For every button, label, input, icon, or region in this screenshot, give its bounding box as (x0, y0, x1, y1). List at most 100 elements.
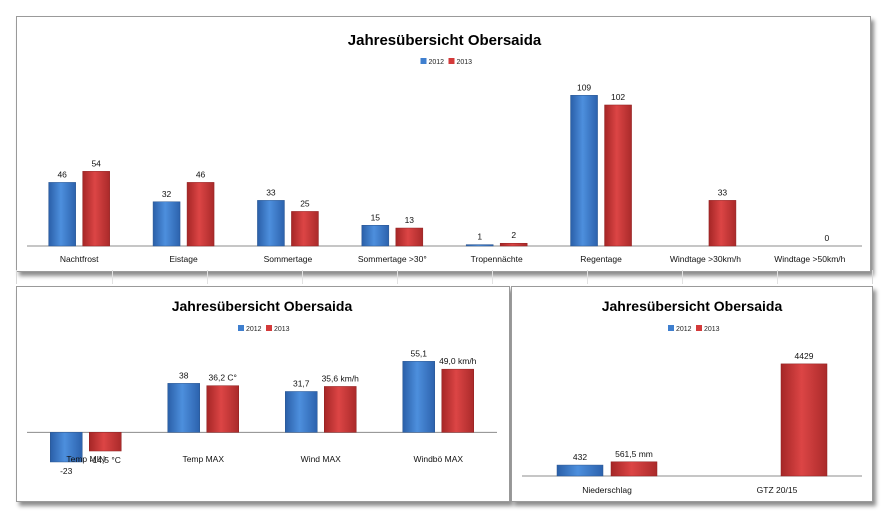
category-label: Windbö MAX (413, 454, 463, 464)
category-label: GTZ 20/15 (757, 485, 798, 495)
data-label: 102 (611, 92, 625, 102)
data-label: 561,5 mm (615, 449, 653, 459)
bar-2013 (604, 104, 632, 247)
grid-cell-line (302, 270, 303, 284)
bar-2012 (50, 432, 83, 463)
bar-2012 (152, 201, 181, 247)
chart-title: Jahresübersicht Obersaida (602, 298, 783, 314)
data-label: 38 (179, 370, 189, 380)
data-label: 46 (57, 169, 67, 179)
data-label: 1 (477, 232, 482, 242)
category-group: 0 Windtage >50km/h (774, 233, 845, 264)
data-label: 35,6 km/h (322, 373, 360, 383)
bar-2013 (780, 363, 828, 477)
category-label: Nachtfrost (60, 254, 99, 264)
data-label: 55,1 (410, 348, 427, 358)
category-label: Regentage (580, 254, 622, 264)
chart-temp-wind: Jahresübersicht Obersaida 2012 2013 -23 -14,… (27, 298, 497, 476)
data-label: 25 (300, 198, 310, 208)
worksheet-strip (16, 270, 873, 284)
data-label: 13 (405, 215, 415, 225)
bar-2012 (556, 464, 604, 477)
chart-panel-rain-gtz: Jahresübersicht Obersaida 2012 2013 432 561,… (511, 286, 873, 502)
data-label: 33 (718, 187, 728, 197)
legend-swatch-2012 (420, 58, 427, 64)
category-group: 33 25 Sommertage (257, 187, 319, 264)
legend-label-2013: 2013 (274, 326, 290, 333)
category-group: 432 561,5 mm Niederschlag (556, 449, 658, 495)
grid-cell-line (397, 270, 398, 284)
category-group: 38 36,2 C° Temp MAX (167, 370, 239, 464)
legend: 2012 2013 (420, 58, 473, 66)
grid-cell-line (112, 270, 113, 284)
data-label: 33 (266, 187, 276, 197)
bar-2013 (708, 200, 737, 247)
grid-cell-line (207, 270, 208, 284)
bar-2013 (89, 432, 122, 452)
legend-swatch-2012 (668, 325, 674, 331)
data-label: 49,0 km/h (439, 356, 477, 366)
grid-cell-line (587, 270, 588, 284)
bar-2013 (499, 242, 528, 247)
bar-2013 (206, 385, 239, 433)
data-label: 32 (162, 189, 172, 199)
chart-days: Jahresübersicht Obersaida 2012 2013 46 54 Nac… (27, 32, 862, 264)
category-label: Sommertage (264, 254, 313, 264)
category-label: Windtage >30km/h (670, 254, 741, 264)
bar-2012 (167, 383, 200, 433)
legend-label-2012: 2012 (246, 326, 262, 333)
bar-2013 (186, 182, 215, 247)
data-label: 31,7 (293, 378, 310, 388)
chart-title: Jahresübersicht Obersaida (348, 32, 542, 49)
legend-label-2012: 2012 (676, 326, 692, 333)
bar-2013 (441, 368, 474, 433)
category-group: 4429 GTZ 20/15 (757, 351, 828, 495)
legend: 2012 2013 (238, 325, 290, 333)
data-label: 46 (196, 169, 206, 179)
category-label: Eistage (169, 254, 198, 264)
bar-2012 (402, 361, 435, 433)
category-label: Sommertage >30° (358, 254, 427, 264)
bar-2012 (570, 95, 598, 247)
bar-2013 (291, 211, 319, 247)
category-group: 46 54 Nachtfrost (48, 158, 110, 264)
category-group: 15 13 Sommertage >30° (358, 212, 427, 264)
data-label: -23 (60, 466, 73, 476)
data-label: -14,5 °C (90, 455, 121, 465)
category-group: 33 Windtage >30km/h (670, 187, 741, 264)
grid-cell-line (777, 270, 778, 284)
data-label: 36,2 C° (209, 373, 237, 383)
category-group: 55,1 49,0 km/h Windbö MAX (402, 348, 477, 464)
data-label: 0 (824, 233, 829, 243)
chart-panel-temp-wind: Jahresübersicht Obersaida 2012 2013 -23 -14,… (16, 286, 510, 502)
data-label: 432 (573, 452, 587, 462)
data-label: 4429 (795, 351, 814, 361)
category-label: Temp MIN (66, 454, 105, 464)
legend: 2012 2013 (668, 325, 720, 333)
category-label: Windtage >50km/h (774, 254, 845, 264)
bar-2012 (361, 225, 390, 247)
category-group: 109 102 Regentage (570, 82, 632, 264)
grid-cell-line (492, 270, 493, 284)
grid-cell-line (682, 270, 683, 284)
legend-swatch-2013 (266, 325, 272, 331)
bar-2013 (395, 227, 424, 247)
chart-panel-days: Jahresübersicht Obersaida 2012 2013 46 54 Nac… (16, 16, 871, 272)
category-label: Temp MAX (182, 454, 224, 464)
data-label: 54 (91, 158, 101, 168)
bar-2013 (82, 171, 110, 247)
legend-label-2013: 2013 (457, 59, 473, 66)
chart-title: Jahresübersicht Obersaida (172, 298, 353, 314)
legend-swatch-2012 (238, 325, 244, 331)
bar-2013 (610, 461, 658, 477)
bar-2012 (465, 244, 494, 247)
bar-2012 (285, 391, 318, 433)
data-label: 109 (577, 82, 591, 92)
data-label: 2 (511, 230, 516, 240)
legend-swatch-2013 (696, 325, 702, 331)
bar-2012 (257, 200, 285, 247)
bar-2012 (48, 182, 76, 247)
category-group: 32 46 Eistage (152, 169, 215, 264)
category-label: Wind MAX (301, 454, 341, 464)
